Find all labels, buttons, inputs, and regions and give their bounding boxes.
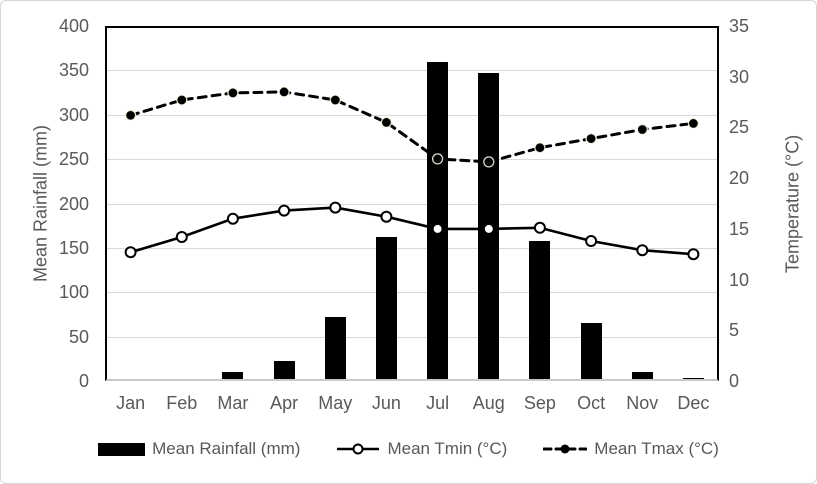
gridline <box>105 292 719 294</box>
tmin-marker <box>585 235 598 247</box>
gridline <box>105 203 719 205</box>
tmin-marker <box>278 204 291 217</box>
right-axis-tick-label: 5 <box>729 320 740 341</box>
gridlines <box>105 26 719 381</box>
x-axis-label: Dec <box>677 393 710 413</box>
tmax-marker <box>380 116 393 129</box>
tmax-marker <box>329 94 341 106</box>
x-axis-label: Feb <box>166 393 198 413</box>
tmin-marker <box>329 201 342 214</box>
rainfall-bar <box>273 361 295 381</box>
tmax-marker <box>636 123 648 136</box>
tmin-marker <box>687 248 700 261</box>
left-axis-tick-label: 50 <box>68 326 89 347</box>
tmin-marker <box>431 222 444 235</box>
gridline <box>105 336 719 338</box>
right-axis-title: Temperature (°C) <box>782 134 803 273</box>
gridline <box>105 70 719 72</box>
tmax-marker <box>176 94 188 106</box>
rainfall-bar <box>375 237 397 381</box>
left-axis-tick-label: 150 <box>58 237 89 258</box>
tmin-marker <box>226 212 239 225</box>
left-axis-tick-label: 400 <box>58 16 89 36</box>
legend-tmax-swatch <box>543 444 588 454</box>
tmax-marker <box>687 117 700 130</box>
right-axis-tick-label: 0 <box>729 371 740 391</box>
tmin-marker <box>482 222 495 235</box>
left-axis-tick-label: 300 <box>58 104 89 125</box>
gridline <box>105 159 719 161</box>
left-axis-tick-label: 200 <box>58 193 89 214</box>
left-axis-tick-label: 100 <box>58 282 89 303</box>
x-axis-label: Apr <box>270 393 299 413</box>
rainfall-bar <box>324 317 346 381</box>
tmax-marker <box>431 153 444 165</box>
legend: Mean Rainfall (mm) Mean Tmin (°C) Mean Tma… <box>1 439 816 459</box>
x-axis-label: Nov <box>626 393 659 413</box>
tmax-marker <box>124 109 137 121</box>
right-axis-tick-label: 30 <box>729 66 750 87</box>
right-axis-tick-label: 35 <box>729 16 750 36</box>
tmin-marker <box>380 210 393 223</box>
gridline <box>105 114 719 116</box>
gridline <box>105 247 719 249</box>
tmin-marker <box>533 221 546 234</box>
legend-item: Mean Tmax (°C) <box>543 439 719 459</box>
right-axis-tick-label: 25 <box>729 117 750 138</box>
legend-label: Mean Rainfall (mm) <box>152 439 301 458</box>
legend-tmin-swatch <box>337 443 380 455</box>
x-axis-label: Sep <box>523 393 556 413</box>
rainfall-bar <box>631 372 653 381</box>
legend-label: Mean Tmin (°C) <box>387 439 508 458</box>
right-axis-tick-label: 15 <box>729 218 750 239</box>
rainfall-bar <box>222 372 244 381</box>
x-axis-label: Jan <box>116 393 146 413</box>
tmax-marker <box>534 142 546 154</box>
left-axis-tick-label: 0 <box>78 371 89 391</box>
right-axis-tick-label: 10 <box>729 269 750 290</box>
right-axis-tick-label: 20 <box>729 168 750 189</box>
tmax-line <box>129 90 695 164</box>
tmin-marker <box>636 244 649 257</box>
x-axis-label: Aug <box>472 393 505 413</box>
tmax-marker <box>278 86 290 98</box>
tmax-marker <box>483 156 495 168</box>
x-axis-label: Mar <box>217 393 249 413</box>
x-axis-label: May <box>318 393 353 413</box>
tmin-marker <box>124 246 137 259</box>
legend-item: Mean Tmin (°C) <box>336 439 507 459</box>
left-axis-tick-label: 350 <box>58 60 89 81</box>
temperature-lines <box>124 86 700 261</box>
x-axis-label: Oct <box>577 393 606 413</box>
tmax-marker <box>585 132 597 145</box>
rainfall-bar <box>427 61 449 381</box>
tmin-line <box>130 206 694 256</box>
legend-label: Mean Tmax (°C) <box>594 439 719 458</box>
plot-area <box>105 26 719 381</box>
rainfall-bar <box>529 240 551 381</box>
left-axis-tick-label: 250 <box>58 149 89 170</box>
tmax-marker <box>227 87 239 99</box>
tmin-marker <box>175 231 188 243</box>
rainfall-bar <box>580 323 602 381</box>
legend-item: Mean Rainfall (mm) <box>98 439 300 459</box>
x-axis-label: Jun <box>371 393 401 413</box>
legend-rainfall-swatch <box>98 442 146 456</box>
x-axis-label: Jul <box>426 393 450 413</box>
